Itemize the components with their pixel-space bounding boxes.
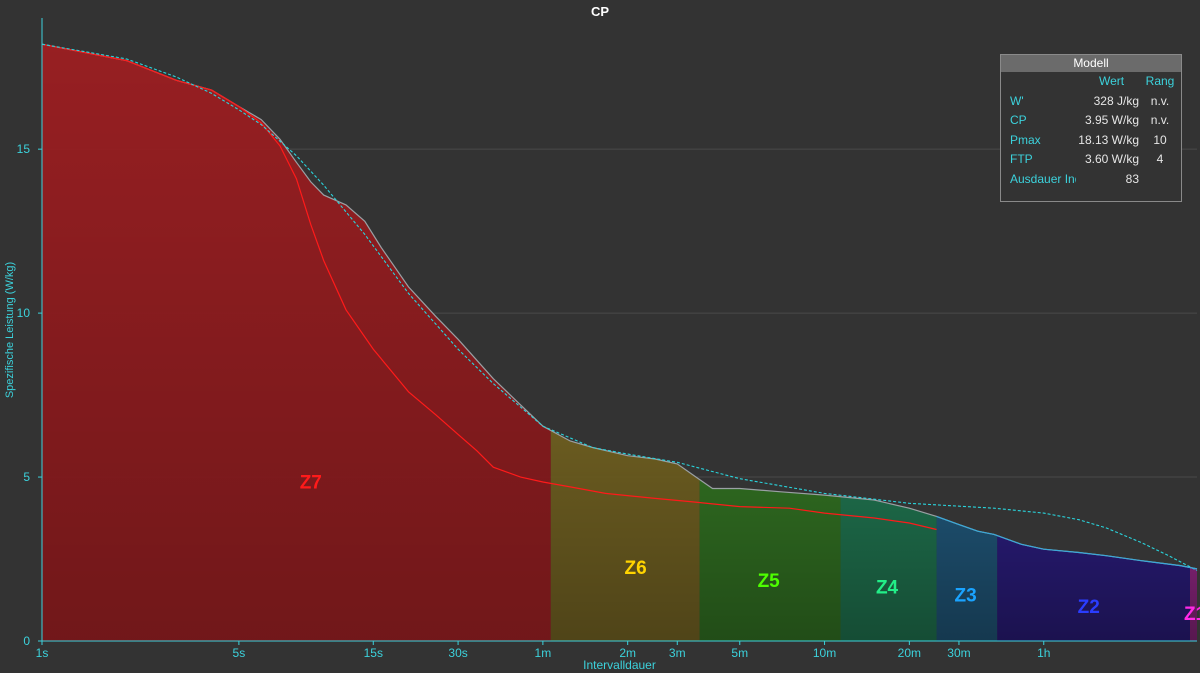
zone-label-z6: Z6 [624,558,646,579]
x-tick-label: 30m [947,646,970,660]
model-row-rank: n.v. [1150,93,1170,108]
x-tick-label: 3m [669,646,686,660]
zone-shade-z7 [42,44,551,641]
zone-shade-z2 [997,535,1190,641]
model-row-value: 83 [1125,171,1139,186]
x-tick-label: 20m [898,646,921,660]
zone-labels: Z7 Z6 Z5 Z4 Z3 Z2 Z1 [300,473,1200,625]
y-tick-label: 5 [23,470,30,484]
secondary-curve [41,43,937,531]
x-tick-label: 1h [1037,646,1050,660]
model-row-wprime: W' 328 J/kg n.v. [1001,92,1181,112]
zone-shade-z3 [936,516,998,641]
model-row-label: W' [1010,93,1024,108]
model-row-rank: 4 [1156,152,1164,166]
model-row-rank: 10 [1153,132,1167,147]
x-tick-label: 1s [36,646,49,660]
zone-shade-z1 [1190,567,1197,641]
zone-shade-z6 [550,430,700,641]
x-tick-label: 15s [364,646,383,660]
model-row-label: CP [1010,113,1027,127]
axes: 0 5 10 15 1s 5s 15s 30s 1m 2m 3m 5m 10m 20m 30m 1h Inter… [4,18,1197,672]
model-row-value: 3.95 W/kg [1084,113,1139,127]
x-tick-label: 30s [448,646,467,660]
model-row-value: 3.60 W/kg [1084,152,1139,166]
zone-label-z3: Z3 [954,586,976,607]
zone-shade-z5 [699,479,841,641]
model-row-value: 18.13 W/kg [1078,132,1139,147]
model-row-value: 328 J/kg [1093,93,1139,108]
curves [41,43,1198,571]
x-axis-label: Intervalldauer [583,658,656,672]
model-panel: Modell Wert Rang W' 328 J/kg n.v. CP 3.9… [1000,54,1182,202]
x-tick-label: 5m [731,646,748,660]
chart-title: CP [590,4,610,19]
zone-label-z2: Z2 [1078,597,1100,618]
x-tick-label: 1m [535,646,552,660]
model-row-label: Pmax [1010,132,1041,147]
model-row-rank: n.v. [1150,113,1170,127]
model-row-pmax: Pmax 18.13 W/kg 10 [1001,131,1181,151]
model-row-ftp: FTP 3.60 W/kg 4 [1001,150,1181,170]
x-tick-label: 2m [619,646,636,660]
y-tick-label: 15 [17,142,31,156]
model-row-label: Ausdauer Index [1010,171,1076,186]
model-col-rank: Rang [1145,74,1175,88]
model-panel-header-row: Wert Rang [1001,72,1181,92]
zone-label-z1: Z1 [1184,604,1200,625]
model-panel-title: Modell [1001,55,1181,72]
mmp-curve-tail [936,515,1198,570]
zone-label-z7: Z7 [300,473,322,494]
zone-shade-z4 [840,496,937,641]
y-tick-label: 10 [17,306,31,320]
model-fit-curve [41,43,1198,571]
model-row-endurance-index: Ausdauer Index 83 [1001,170,1181,190]
model-row-label: FTP [1010,152,1033,166]
zone-areas [42,44,1197,641]
x-tick-label: 10m [813,646,836,660]
y-axis-label: Spezifische Leistung (W/kg) [4,262,16,398]
x-tick-label: 5s [233,646,246,660]
model-col-value: Wert [1099,74,1125,88]
zone-label-z4: Z4 [876,578,899,599]
y-tick-label: 0 [23,634,30,648]
zone-label-z5: Z5 [758,571,781,592]
model-row-cp: CP 3.95 W/kg n.v. [1001,111,1181,131]
